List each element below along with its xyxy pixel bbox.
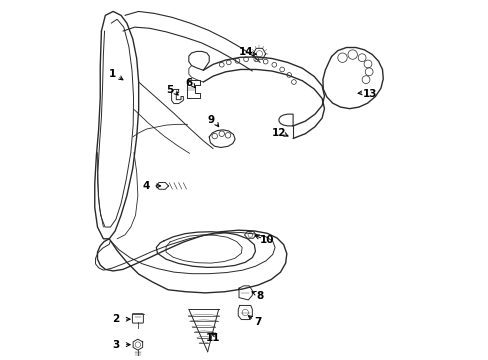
Text: 10: 10 [260,235,274,246]
Text: 1: 1 [108,69,115,79]
Text: 11: 11 [205,333,220,343]
Text: 12: 12 [271,128,285,138]
Text: 7: 7 [254,317,261,327]
Text: 9: 9 [207,116,214,125]
Text: 6: 6 [185,78,192,88]
Text: 8: 8 [256,291,263,301]
Text: 4: 4 [142,181,149,191]
Text: 5: 5 [166,85,173,95]
Text: 13: 13 [362,89,376,99]
Text: 2: 2 [112,314,119,324]
Text: 3: 3 [112,339,119,350]
Text: 14: 14 [239,47,253,57]
